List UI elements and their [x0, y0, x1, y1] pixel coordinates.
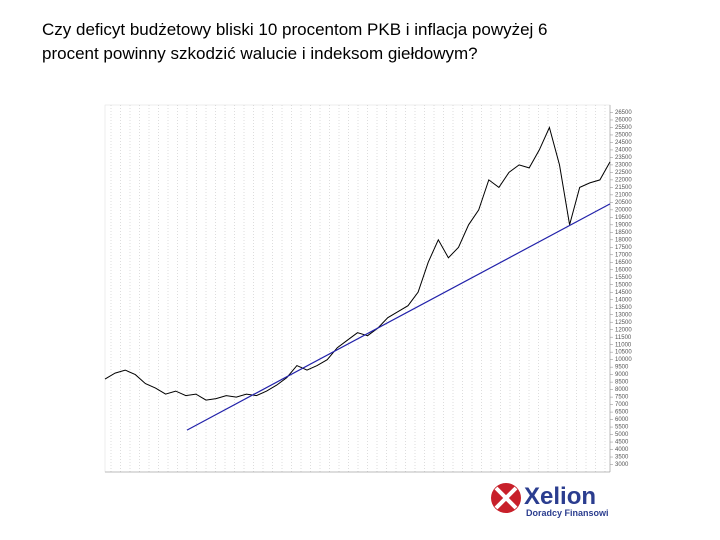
logo-cross	[494, 486, 518, 510]
y-tick-label: 25000	[615, 133, 632, 139]
y-tick-label: 4500	[615, 440, 629, 446]
y-tick-label: 6000	[615, 417, 629, 423]
y-tick-label: 20000	[615, 207, 632, 213]
plot-area	[104, 104, 611, 473]
y-tick-label: 25500	[615, 125, 632, 131]
y-tick-label: 18500	[615, 230, 632, 236]
slide-title: Czy deficyt budżetowy bliski 10 procento…	[42, 20, 548, 63]
y-tick-label: 5000	[615, 432, 629, 438]
y-tick-label: 13500	[615, 305, 632, 311]
y-tick-label: 12000	[615, 327, 632, 333]
y-tick-label: 11500	[615, 335, 632, 341]
y-tick-label: 12500	[615, 320, 632, 326]
y-tick-label: 23500	[615, 155, 632, 161]
y-tick-label: 18000	[615, 237, 632, 243]
y-tick-label: 16500	[615, 260, 632, 266]
y-tick-label: 23000	[615, 162, 632, 168]
y-tick-label: 22500	[615, 170, 632, 176]
y-tick-label: 13000	[615, 312, 632, 318]
y-tick-label: 26000	[615, 118, 632, 124]
y-tick-label: 15000	[615, 282, 632, 288]
index-line	[104, 126, 611, 401]
y-tick-label: 20500	[615, 200, 632, 206]
y-tick-label: 10500	[615, 350, 632, 356]
y-tick-label: 19500	[615, 215, 632, 221]
y-tick-label: 3500	[615, 455, 629, 461]
y-tick-label: 8500	[615, 380, 629, 386]
logo-name: Xelion	[524, 483, 596, 510]
y-tick-label: 14500	[615, 290, 632, 296]
y-tick-label: 22000	[615, 177, 632, 183]
y-tick-label: 24500	[615, 140, 632, 146]
y-tick-label: 24000	[615, 148, 632, 154]
y-tick-label: 8000	[615, 387, 629, 393]
logo-tagline: Doradcy Finansowi	[526, 508, 609, 518]
y-tick-label: 9000	[615, 372, 629, 378]
y-tick-label: 15500	[615, 275, 632, 281]
y-tick-label: 21500	[615, 185, 632, 191]
trend-line	[186, 203, 611, 431]
y-tick-label: 21000	[615, 192, 632, 198]
y-tick-label: 9500	[615, 365, 629, 371]
y-tick-label: 11000	[615, 342, 632, 348]
y-tick-label: 14000	[615, 297, 632, 303]
y-tick-label: 4000	[615, 447, 629, 453]
logo: Xelion Doradcy Finansowi	[491, 483, 609, 518]
y-tick-label: 3000	[615, 462, 629, 468]
y-tick-label: 10000	[615, 357, 632, 363]
y-tick-label: 5500	[615, 425, 629, 431]
y-tick-label: 6500	[615, 410, 629, 416]
y-tick-label: 17500	[615, 245, 632, 251]
y-tick-label: 16000	[615, 267, 632, 273]
y-tick-label: 7500	[615, 395, 629, 401]
y-tick-label: 19000	[615, 222, 632, 228]
y-tick-label: 17000	[615, 252, 632, 258]
y-tick-label: 7000	[615, 402, 629, 408]
y-tick-label: 26500	[615, 110, 632, 116]
